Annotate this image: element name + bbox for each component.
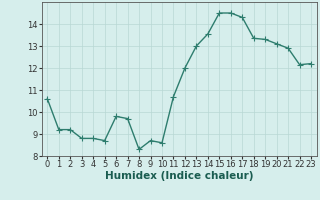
X-axis label: Humidex (Indice chaleur): Humidex (Indice chaleur) — [105, 171, 253, 181]
